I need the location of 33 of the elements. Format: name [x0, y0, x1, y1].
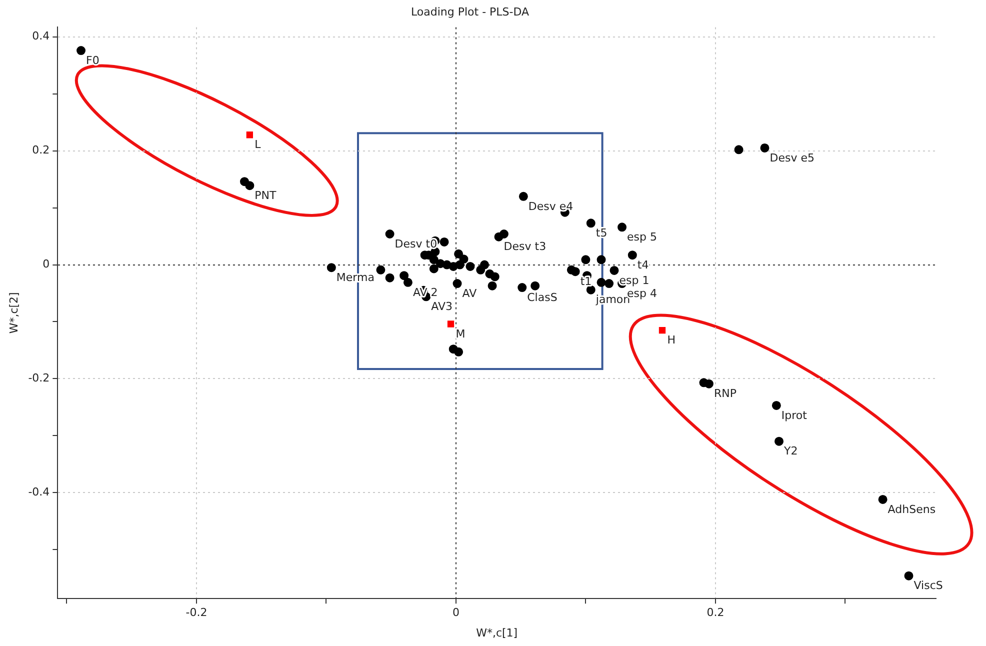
- annotation: Desv e4: [528, 200, 574, 213]
- y-tick-label: -0.4: [28, 485, 50, 498]
- annotation: ClasS: [527, 290, 558, 304]
- annotation: F0: [86, 54, 100, 67]
- x-axis-title: W*,c[1]: [476, 626, 518, 640]
- annotation: esp 5: [627, 230, 658, 244]
- y-tick-label: -0.2: [28, 372, 50, 385]
- y-tick-label: 0: [42, 258, 50, 271]
- annotation: RNP: [714, 387, 737, 400]
- annotation: AV: [462, 286, 478, 300]
- y-axis-title: W*,c[2]: [7, 292, 20, 334]
- annotation: Desv e5: [770, 151, 814, 164]
- y-tick-label: 0.4: [32, 30, 50, 43]
- annotation: esp 1: [619, 274, 650, 287]
- chart-title: Loading Plot - PLS-DA: [410, 5, 530, 18]
- annotation: Y2: [783, 444, 798, 458]
- y-tick-label: 0.2: [32, 144, 50, 157]
- x-tick-label: 0: [452, 606, 460, 620]
- annotation: Desv t3: [504, 240, 546, 254]
- annotation: H: [667, 334, 676, 347]
- annotation: esp 4: [627, 286, 658, 300]
- annotation: Iprot: [781, 408, 808, 422]
- annotation: AdhSens: [888, 502, 936, 516]
- annotation: ViscS: [914, 579, 943, 592]
- annotation: PNT: [254, 188, 277, 202]
- annotation: t1: [580, 274, 592, 288]
- x-tick-label: 0.2: [706, 606, 724, 620]
- x-tick-label: -0.2: [186, 606, 208, 620]
- annotation: AV3: [431, 300, 452, 314]
- annotation: Desv t0: [394, 237, 438, 250]
- annotation: t4: [637, 258, 649, 272]
- annotation: L: [254, 138, 262, 152]
- annotation: M: [456, 327, 466, 340]
